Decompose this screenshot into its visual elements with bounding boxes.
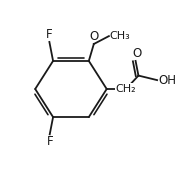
Text: O: O [89,30,98,43]
Text: CH₃: CH₃ [110,31,131,41]
Text: O: O [132,47,141,60]
Text: F: F [46,135,53,148]
Text: OH: OH [158,74,176,87]
Text: CH₂: CH₂ [116,84,136,94]
Text: F: F [46,28,53,41]
